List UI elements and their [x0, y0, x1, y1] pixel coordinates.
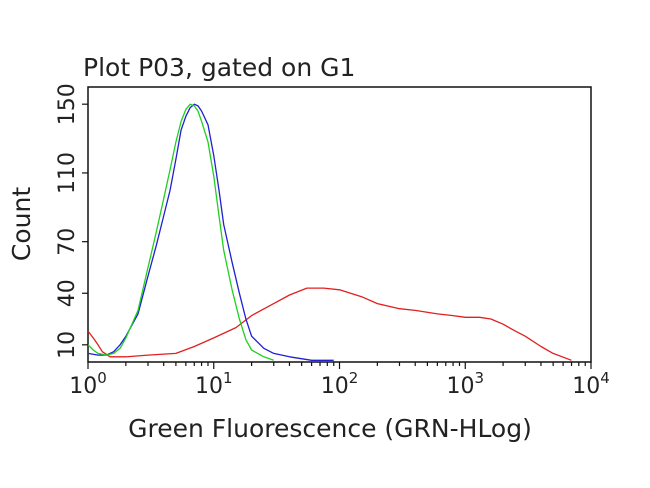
histogram-series-1: [87, 103, 334, 361]
y-axis-label: Count: [7, 187, 36, 261]
x-axis: 100 101 102 103 104: [69, 362, 610, 399]
x-tick-label-4: 104: [572, 369, 610, 399]
x-tick-label-3: 103: [446, 369, 484, 399]
x-tick-label-0: 100: [69, 369, 107, 399]
y-tick-label-2: 70: [55, 228, 80, 256]
y-tick-label-0: 10: [55, 331, 80, 359]
plot-area-frame: [87, 86, 592, 363]
histogram-series-0: [87, 287, 572, 361]
histogram-series-2: [87, 103, 274, 361]
chart-title: Plot P03, gated on G1: [83, 53, 355, 82]
x-axis-label: Green Fluorescence (GRN-HLog): [128, 414, 532, 443]
x-tick-label-2: 102: [321, 369, 359, 399]
y-tick-label-1: 40: [55, 279, 80, 307]
y-axis: 10 40 70 110 150: [55, 83, 88, 359]
y-tick-label-4: 150: [55, 83, 80, 125]
series-group: [87, 103, 572, 361]
y-tick-label-3: 110: [55, 152, 80, 194]
x-tick-label-1: 101: [195, 369, 233, 399]
